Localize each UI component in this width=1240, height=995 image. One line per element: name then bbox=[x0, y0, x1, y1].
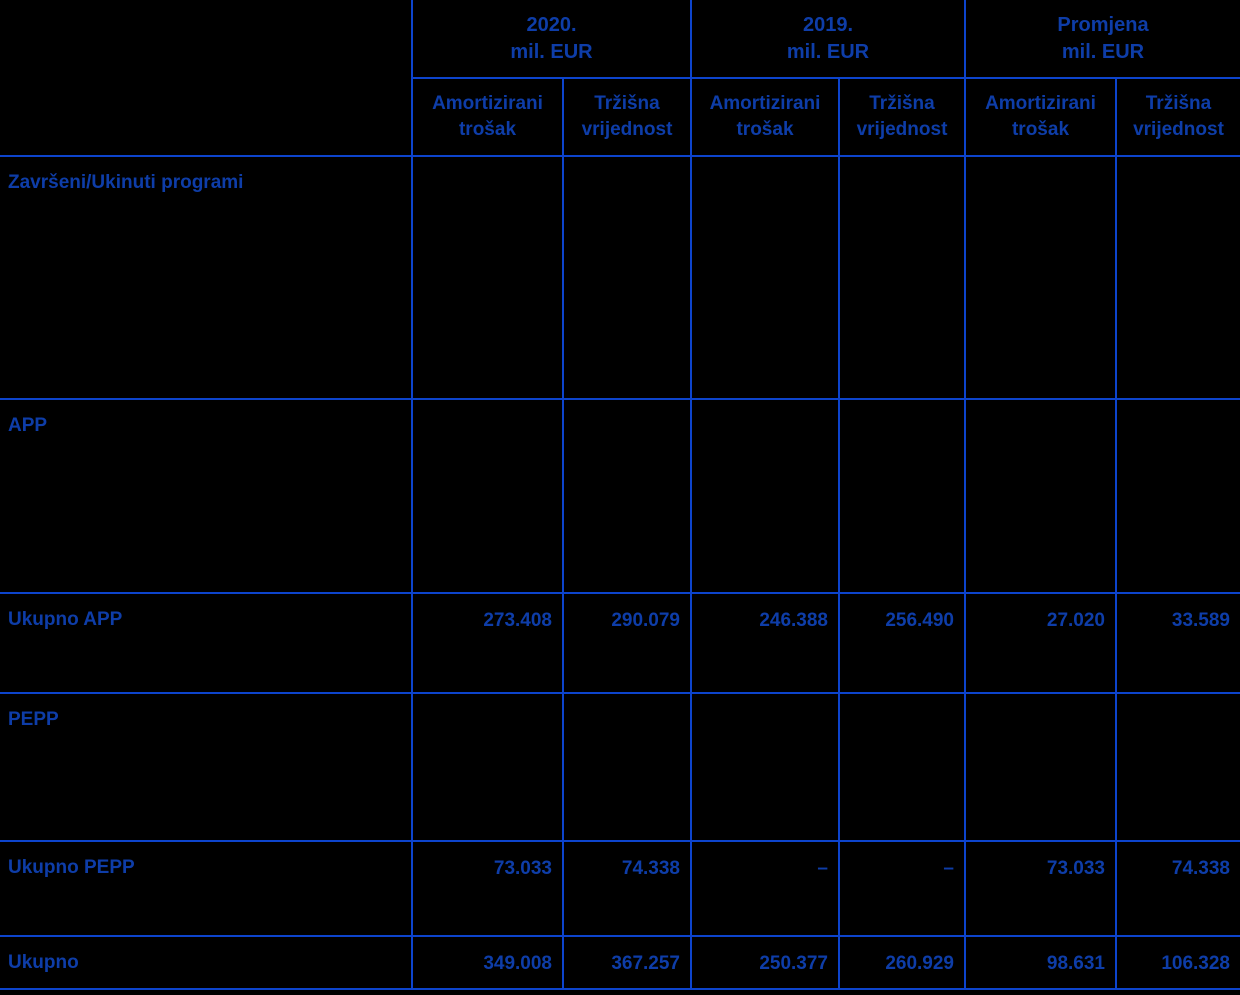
cell-value bbox=[1117, 155, 1240, 398]
sub-header-market-2019: Tržišna vrijednost bbox=[840, 77, 966, 155]
cell-value bbox=[413, 692, 564, 840]
col-group-2019: 2019. mil. EUR bbox=[692, 0, 966, 77]
cell-value: 73.033 bbox=[413, 840, 564, 935]
cell-value: 73.033 bbox=[966, 840, 1117, 935]
sub-header-amortized-2020: Amortizirani trošak bbox=[413, 77, 564, 155]
cell-value: 250.377 bbox=[692, 935, 840, 990]
cell-value bbox=[840, 692, 966, 840]
cell-value: 349.008 bbox=[413, 935, 564, 990]
corner-cell bbox=[0, 77, 413, 155]
row-label-ukupno: Ukupno bbox=[0, 935, 413, 990]
cell-value: – bbox=[692, 840, 840, 935]
cell-value bbox=[966, 155, 1117, 398]
row-label-pepp: PEPP bbox=[0, 692, 413, 840]
cell-value bbox=[1117, 692, 1240, 840]
row-label-ukupno-pepp: Ukupno PEPP bbox=[0, 840, 413, 935]
sub-header-market-change: Tržišna vrijednost bbox=[1117, 77, 1240, 155]
cell-value: – bbox=[840, 840, 966, 935]
cell-value bbox=[692, 692, 840, 840]
cell-value: 33.589 bbox=[1117, 592, 1240, 692]
col-group-period: 2019. bbox=[802, 13, 854, 36]
cell-value: 246.388 bbox=[692, 592, 840, 692]
sub-header-amortized-2019: Amortizirani trošak bbox=[692, 77, 840, 155]
cell-value: 273.408 bbox=[413, 592, 564, 692]
row-label-ukupno-app: Ukupno APP bbox=[0, 592, 413, 692]
col-group-2020: 2020. mil. EUR bbox=[413, 0, 692, 77]
cell-value: 27.020 bbox=[966, 592, 1117, 692]
cell-value: 74.338 bbox=[1117, 840, 1240, 935]
col-group-period: Promjena bbox=[1057, 13, 1149, 36]
cell-value bbox=[564, 692, 692, 840]
cell-value bbox=[840, 155, 966, 398]
sub-header-amortized-change: Amortizirani trošak bbox=[966, 77, 1117, 155]
col-group-unit: mil. EUR bbox=[786, 40, 870, 63]
cell-value bbox=[692, 155, 840, 398]
col-group-unit: mil. EUR bbox=[1061, 40, 1145, 63]
cell-value: 367.257 bbox=[564, 935, 692, 990]
col-group-period: 2020. bbox=[526, 13, 577, 36]
cell-value bbox=[413, 155, 564, 398]
col-group-unit: mil. EUR bbox=[510, 40, 593, 63]
cell-value bbox=[966, 398, 1117, 592]
col-group-promjena: Promjena mil. EUR bbox=[966, 0, 1240, 77]
cell-value bbox=[564, 155, 692, 398]
cell-value: 260.929 bbox=[840, 935, 966, 990]
cell-value bbox=[413, 398, 564, 592]
cell-value: 106.328 bbox=[1117, 935, 1240, 990]
cell-value bbox=[1117, 398, 1240, 592]
sub-header-market-2020: Tržišna vrijednost bbox=[564, 77, 692, 155]
row-label-zavrseni-ukinuti-programi: Završeni/Ukinuti programi bbox=[0, 155, 413, 398]
cell-value bbox=[564, 398, 692, 592]
cell-value: 290.079 bbox=[564, 592, 692, 692]
cell-value: 98.631 bbox=[966, 935, 1117, 990]
cell-value: 74.338 bbox=[564, 840, 692, 935]
row-label-app: APP bbox=[0, 398, 413, 592]
cell-value bbox=[840, 398, 966, 592]
corner-cell bbox=[0, 0, 413, 77]
cell-value bbox=[966, 692, 1117, 840]
cell-value bbox=[692, 398, 840, 592]
cell-value: 256.490 bbox=[840, 592, 966, 692]
